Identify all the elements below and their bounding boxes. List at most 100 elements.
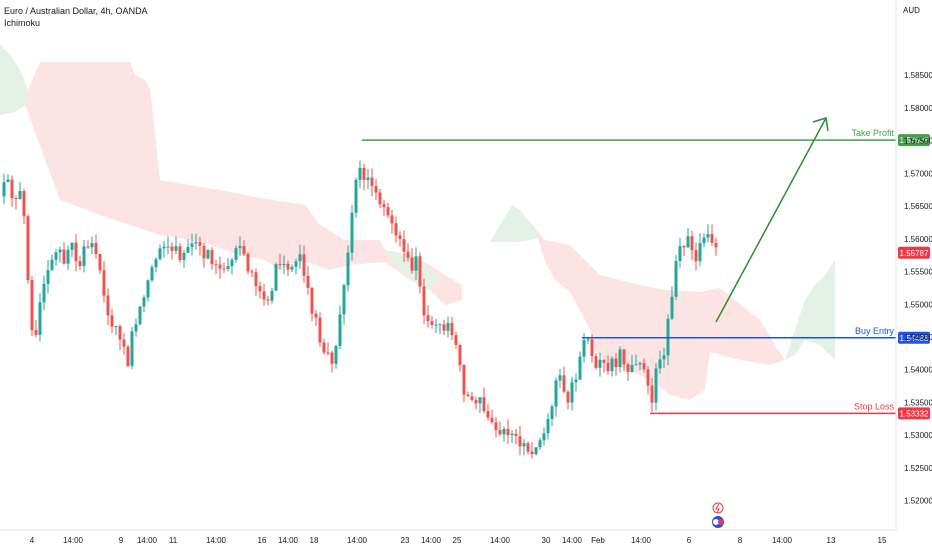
x-tick-label: 15 bbox=[878, 536, 887, 545]
candle-body bbox=[378, 192, 382, 205]
candle-body bbox=[194, 242, 198, 244]
candle-body bbox=[174, 246, 178, 251]
candle-body bbox=[406, 251, 410, 258]
candle-body bbox=[286, 263, 290, 270]
candle-body bbox=[66, 249, 70, 264]
candle-body bbox=[554, 380, 558, 407]
candle-body bbox=[462, 365, 466, 395]
candle-body bbox=[34, 330, 38, 335]
candle-body bbox=[526, 443, 530, 452]
indicator-label[interactable]: Ichimoku bbox=[4, 18, 41, 28]
candle-body bbox=[430, 321, 434, 325]
candle-body bbox=[586, 339, 590, 341]
candle-body bbox=[678, 246, 682, 262]
candle-body bbox=[390, 215, 394, 224]
cloud-segment bbox=[785, 260, 835, 360]
arrow-shaft[interactable] bbox=[715, 117, 827, 323]
candle-body bbox=[86, 246, 90, 248]
candle-body bbox=[2, 182, 6, 197]
candle-body bbox=[654, 368, 658, 403]
x-tick-label: 9 bbox=[119, 536, 124, 545]
event-glyph bbox=[718, 519, 724, 525]
candle-body bbox=[646, 369, 650, 386]
level-label: Stop Loss bbox=[854, 401, 895, 411]
candle-body bbox=[94, 243, 98, 254]
candle-body bbox=[382, 204, 386, 208]
candle-body bbox=[186, 246, 190, 253]
candle-body bbox=[250, 271, 254, 273]
candle-body bbox=[478, 397, 482, 404]
candle-body bbox=[26, 216, 30, 281]
last-price-tag bbox=[898, 246, 930, 259]
candle-body bbox=[338, 314, 342, 346]
candle-body bbox=[110, 315, 114, 327]
x-tick-label: 13 bbox=[827, 536, 836, 545]
candle-body bbox=[46, 270, 50, 284]
candle-body bbox=[482, 397, 486, 412]
candle-body bbox=[558, 375, 562, 381]
candle-body bbox=[610, 358, 614, 372]
candle-body bbox=[690, 236, 694, 251]
candle-body bbox=[446, 322, 450, 331]
candle-body bbox=[330, 352, 334, 364]
candle-body bbox=[434, 324, 438, 326]
candle-body bbox=[266, 299, 270, 301]
candle-body bbox=[122, 339, 126, 347]
candle-body bbox=[158, 248, 162, 260]
candle-body bbox=[278, 264, 282, 266]
candle-body bbox=[626, 364, 630, 373]
y-tick-label: 1.55500 bbox=[904, 268, 932, 277]
candle-body bbox=[78, 261, 82, 267]
candle-body bbox=[98, 253, 102, 271]
x-tick-label: 14:00 bbox=[772, 536, 793, 545]
price-axis: 1.58500 1.58000 1.57500 1.57000 1.56500 1.560… bbox=[904, 71, 932, 505]
candle-body bbox=[294, 261, 298, 267]
candle-body bbox=[226, 266, 230, 270]
candle-body bbox=[178, 246, 182, 260]
candle-body bbox=[50, 259, 54, 271]
level-price: 1.54488 bbox=[900, 334, 929, 343]
candle-body bbox=[402, 239, 406, 252]
candle-body bbox=[574, 379, 578, 383]
candle-body bbox=[598, 359, 602, 368]
candle-body bbox=[154, 259, 158, 268]
candle-body bbox=[134, 324, 138, 332]
cloud-segment bbox=[535, 228, 785, 400]
candle-body bbox=[506, 428, 510, 436]
y-tick-label: 1.53500 bbox=[904, 398, 932, 407]
candle-body bbox=[102, 270, 106, 296]
candle-body bbox=[238, 246, 242, 249]
flash-event-icon[interactable] bbox=[712, 502, 724, 514]
y-tick-label: 1.55000 bbox=[904, 300, 932, 309]
time-axis: 4 14:00 9 14:00 11 14:00 16 14:00 18 14:00 23 14:00… bbox=[30, 536, 887, 545]
candle-body bbox=[246, 254, 250, 272]
candle-body bbox=[582, 340, 586, 357]
candle-body bbox=[346, 252, 350, 286]
candle-body bbox=[274, 264, 278, 291]
axis-unit: AUD bbox=[903, 6, 920, 15]
candle-body bbox=[418, 256, 422, 287]
candle-body bbox=[602, 359, 606, 363]
candle-body bbox=[166, 246, 170, 248]
candle-body bbox=[54, 252, 58, 260]
candle-body bbox=[410, 257, 414, 271]
projection-arrow bbox=[715, 117, 829, 323]
candle-body bbox=[638, 363, 642, 365]
candle-body bbox=[22, 191, 26, 217]
candle-body bbox=[686, 236, 690, 248]
candle-body bbox=[350, 212, 354, 253]
candle-body bbox=[658, 359, 662, 369]
candle-body bbox=[674, 261, 678, 297]
candle-body bbox=[534, 447, 538, 455]
candle-body bbox=[114, 326, 118, 328]
candle-body bbox=[30, 280, 34, 331]
candle-body bbox=[310, 287, 314, 314]
y-tick-label: 1.58500 bbox=[904, 71, 932, 80]
x-tick-label: 14:00 bbox=[562, 536, 583, 545]
x-tick-label: 18 bbox=[310, 536, 319, 545]
candle-body bbox=[14, 197, 18, 200]
candle-body bbox=[170, 246, 174, 251]
candle-body bbox=[458, 344, 462, 366]
x-tick-label: 14:00 bbox=[421, 536, 442, 545]
